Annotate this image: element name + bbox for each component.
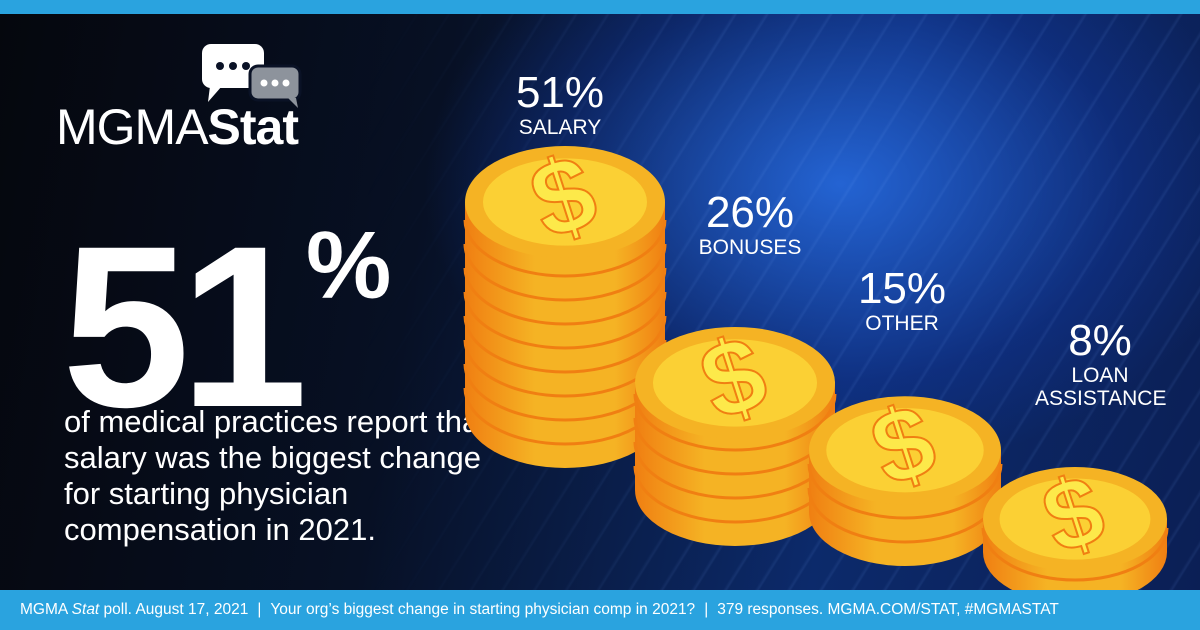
footer-separator: | (257, 601, 262, 618)
logo: MGMAStat (56, 40, 326, 160)
coin-divider (633, 393, 837, 452)
coin-stack-bonuses: $ (633, 312, 837, 546)
footer-source-prefix: MGMA (20, 601, 72, 618)
top-accent-bar (0, 0, 1200, 14)
coin-divider (463, 243, 667, 302)
logo-mgma: MGMA (56, 99, 209, 155)
footer-separator: | (704, 601, 709, 618)
coin-stack-other: $ (807, 380, 1003, 566)
headline-percent-sign: % (306, 212, 392, 319)
coin-divider (463, 267, 667, 326)
coin-face-salary (483, 158, 647, 246)
footer-source-italic: Stat (71, 601, 100, 618)
value-label-bonuses: 26% (705, 188, 795, 237)
value-label-loan-assistance: 8% (1068, 316, 1132, 365)
logo-wordmark: MGMAStat (56, 98, 299, 156)
coin-face-bonuses (653, 339, 817, 427)
category-label-loan-assistance: LOAN ASSISTANCE (1035, 364, 1167, 410)
coin-divider (807, 463, 1003, 520)
category-label-salary: SALARY (518, 116, 602, 139)
footer-source-suffix: poll. August 17, 2021 (99, 601, 249, 618)
label-bonuses: 26% BONUSES (650, 188, 850, 260)
value-label-salary: 51% (515, 68, 605, 117)
value-label-other: 15% (857, 264, 947, 313)
coin-stack-salary: $ (463, 131, 667, 468)
footer-question: Your org’s biggest change in starting ph… (270, 601, 696, 618)
category-label-bonuses: BONUSES (698, 236, 802, 259)
coin-face-loan-assistance (999, 478, 1151, 560)
footer-responses: 379 responses. MGMA.COM/STAT, #MGMASTAT (717, 601, 1059, 618)
headline-description: of medical practices report that salary … (64, 404, 488, 547)
coin-divider (463, 291, 667, 350)
logo-stat: Stat (207, 99, 299, 155)
category-label-other: OTHER (865, 312, 939, 335)
coin-face-other (826, 408, 984, 493)
headline-value: 51 (62, 198, 308, 455)
label-other: 15% OTHER (812, 264, 992, 336)
speech-bubbles-icon (202, 44, 302, 108)
label-loan-assistance: 8% LOAN ASSISTANCE (1000, 316, 1200, 411)
coin-stack-loan-assistance: $ (981, 451, 1169, 604)
label-salary: 51% SALARY (460, 68, 660, 140)
coin-divider (463, 219, 667, 278)
coin-divider (981, 527, 1169, 582)
coin-divider (463, 315, 667, 374)
footer-bar: MGMA Stat poll. August 17, 2021 | Your org… (0, 590, 1200, 630)
